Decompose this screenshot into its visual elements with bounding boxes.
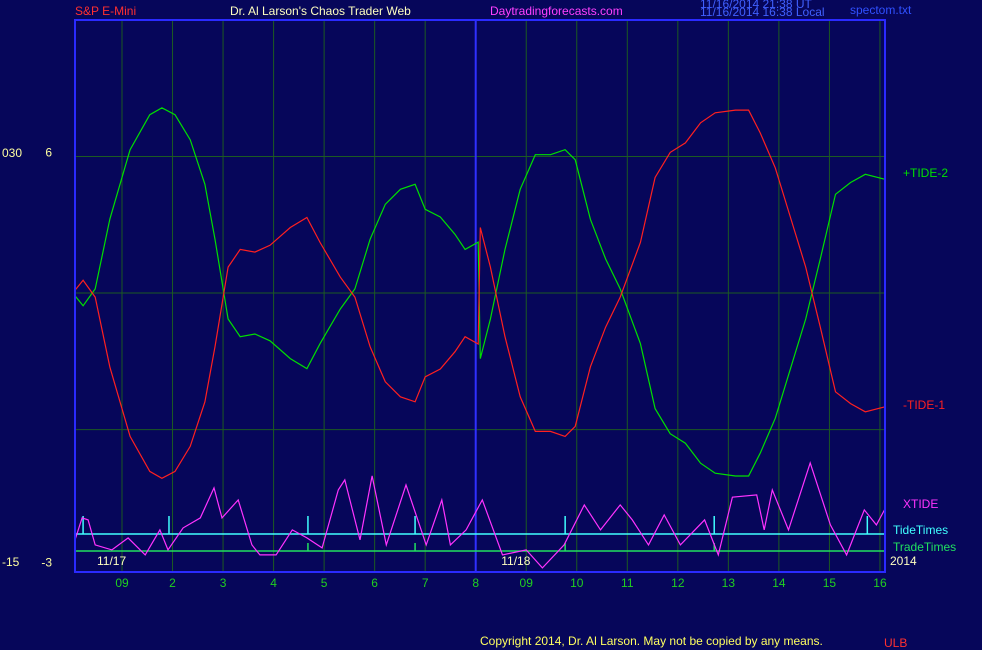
x-tick-label: 12 — [671, 576, 685, 590]
y-tick-label: 6 — [45, 146, 52, 160]
series-line — [74, 107, 886, 477]
timestamp: 11/16/2014 16:38 Local — [700, 5, 825, 19]
x-tick-label: 8 — [472, 576, 479, 590]
x-tick-label: 3 — [220, 576, 227, 590]
symbol: S&P E-Mini — [75, 4, 136, 18]
y2-tick-label: 030 — [2, 146, 22, 160]
file-name: spectom.txt — [850, 3, 912, 17]
series-line — [74, 109, 886, 479]
legend-label: XTIDE — [903, 497, 938, 511]
footer-mark: ULB — [884, 636, 907, 650]
legend-label: -TIDE-1 — [903, 398, 945, 412]
x-tick-label: 10 — [570, 576, 584, 590]
x-tick-label: 2 — [169, 576, 176, 590]
x-tick-label: 16 — [873, 576, 887, 590]
x-tick-label: 14 — [772, 576, 786, 590]
plot-frame — [74, 19, 886, 573]
timestamp: 11/16/2014 21:38 UT — [700, 0, 813, 11]
legend-label: TideTimes — [893, 523, 948, 537]
x-tick-label: 15 — [823, 576, 837, 590]
day-label: 11/18 — [501, 554, 530, 568]
copyright: Copyright 2014, Dr. Al Larson. May not b… — [480, 634, 823, 648]
x-tick-label: 09 — [115, 576, 129, 590]
day-label: 11/17 — [97, 554, 126, 568]
legend-label: TradeTimes — [893, 540, 956, 554]
legend-label: +TIDE-2 — [903, 166, 948, 180]
series-line — [74, 460, 886, 569]
x-tick-label: 4 — [270, 576, 277, 590]
x-tick-label: 6 — [371, 576, 378, 590]
y2-tick-label: -15 — [2, 555, 20, 569]
site: Daytradingforecasts.com — [490, 4, 623, 18]
x-tick-label: 7 — [422, 576, 429, 590]
x-tick-label: 09 — [520, 576, 534, 590]
x-tick-label: 5 — [321, 576, 328, 590]
y-tick-label: -3 — [41, 555, 52, 569]
x-tick-label: 11 — [621, 576, 634, 590]
chart-title: Dr. Al Larson's Chaos Trader Web — [230, 4, 411, 18]
year-label: 2014 — [890, 554, 917, 568]
x-tick-label: 13 — [722, 576, 736, 590]
